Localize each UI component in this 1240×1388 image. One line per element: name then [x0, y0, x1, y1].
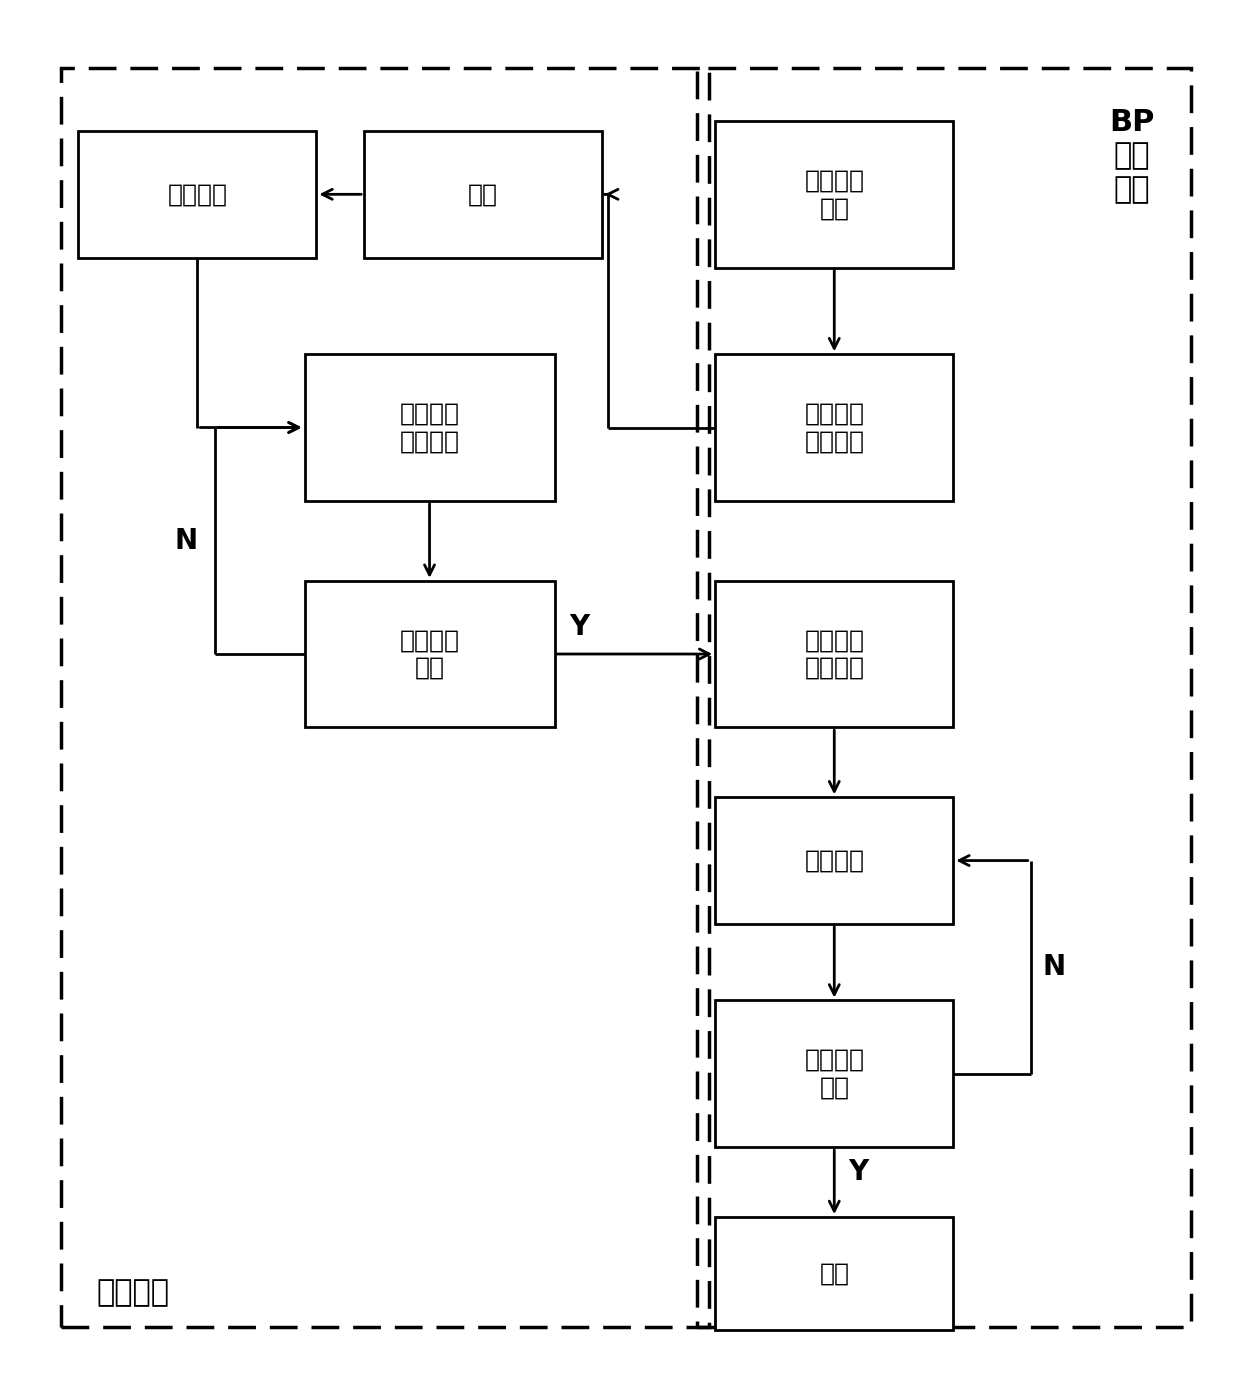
Text: 编码: 编码	[469, 182, 498, 207]
Text: 确定网络
结构: 确定网络 结构	[805, 168, 864, 221]
Bar	[715, 1001, 954, 1146]
Text: Y: Y	[848, 1158, 869, 1185]
Bar	[715, 121, 954, 268]
Text: 遗传算法: 遗传算法	[97, 1278, 169, 1307]
Text: 是否达到
精度: 是否达到 精度	[399, 629, 460, 680]
Text: 结束: 结束	[820, 1262, 849, 1285]
Bar	[697, 68, 1192, 1327]
Bar	[61, 68, 709, 1327]
Text: N: N	[175, 527, 197, 555]
Bar	[305, 580, 554, 727]
Text: 选择、交
叉、变异: 选择、交 叉、变异	[399, 401, 460, 454]
Text: Y: Y	[569, 612, 589, 641]
Bar	[78, 130, 316, 258]
Bar	[365, 130, 603, 258]
Bar	[715, 797, 954, 924]
Bar	[715, 1217, 954, 1330]
Bar	[305, 354, 554, 501]
Bar	[715, 580, 954, 727]
Text: 初始化权
重、阈值: 初始化权 重、阈值	[805, 401, 864, 454]
Text: 获最优权
重、阈值: 获最优权 重、阈值	[805, 629, 864, 680]
Text: BP
神经
网络: BP 神经 网络	[1110, 108, 1154, 204]
Bar	[715, 354, 954, 501]
Text: 计算误差: 计算误差	[805, 848, 864, 873]
Text: N: N	[1043, 954, 1065, 981]
Text: 是否达到
精度: 是否达到 精度	[805, 1048, 864, 1099]
Text: 初始种群: 初始种群	[167, 182, 227, 207]
